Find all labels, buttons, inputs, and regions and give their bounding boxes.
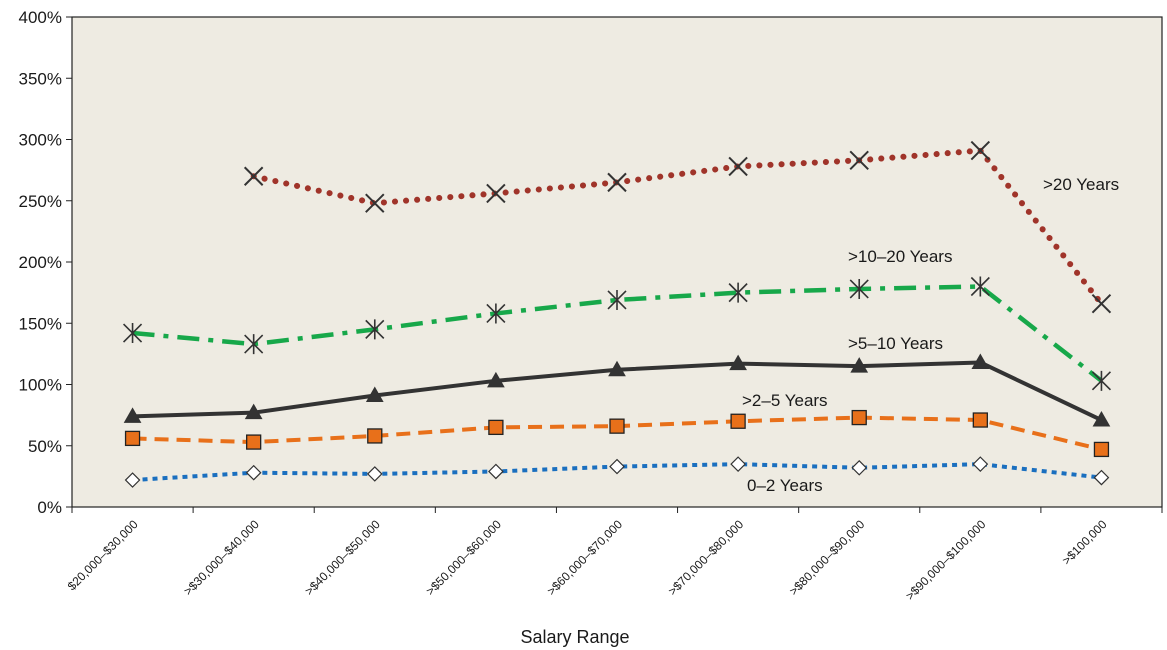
data-point (972, 412, 988, 428)
data-point (367, 428, 383, 444)
data-point (244, 403, 263, 420)
series-label: >20 Years (1043, 175, 1119, 194)
data-point (245, 464, 262, 481)
y-tick-label: 200% (19, 253, 62, 272)
data-point (1093, 469, 1110, 486)
data-point (488, 463, 504, 480)
x-tick-label: >$80,000–$90,000 (786, 517, 867, 598)
data-point (365, 386, 384, 403)
series (123, 353, 1111, 427)
data-point (488, 419, 504, 436)
data-point (970, 140, 991, 161)
x-tick-label: $20,000–$30,000 (65, 517, 141, 593)
data-point (366, 466, 383, 482)
y-tick-label: 100% (19, 376, 62, 395)
x-axis-title: Salary Range (520, 627, 629, 647)
data-point (730, 413, 746, 429)
series (124, 456, 1110, 488)
data-point (1091, 370, 1112, 391)
data-point (1091, 293, 1112, 314)
data-point (608, 360, 626, 377)
data-point (728, 282, 748, 303)
data-point (486, 303, 506, 324)
series-line (250, 147, 1105, 307)
y-tick-label: 300% (19, 131, 62, 150)
x-tick-label: >$100,000 (1059, 517, 1109, 567)
data-point (970, 276, 990, 297)
data-point (487, 371, 505, 388)
data-point (850, 357, 869, 373)
series (122, 276, 1112, 391)
y-tick-label: 250% (19, 192, 62, 211)
y-tick-label: 400% (19, 8, 62, 27)
data-point (124, 472, 141, 488)
data-point (1092, 411, 1111, 427)
data-point (365, 319, 385, 340)
data-point (486, 183, 506, 204)
data-point (122, 323, 143, 344)
x-tick-label: >$70,000–$80,000 (665, 517, 746, 598)
data-point (243, 166, 264, 186)
data-point (609, 418, 625, 434)
data-point (123, 407, 142, 423)
data-point (607, 172, 627, 193)
data-point (365, 193, 385, 213)
data-point (730, 456, 746, 472)
series (243, 140, 1112, 314)
data-point (1093, 441, 1110, 458)
x-tick-label: >$30,000–$40,000 (181, 517, 262, 598)
x-tick-label: >$60,000–$70,000 (544, 517, 625, 598)
data-point (728, 156, 748, 177)
x-tick-label: >$40,000–$50,000 (302, 517, 383, 598)
data-point (971, 353, 990, 369)
data-point (849, 150, 869, 171)
y-tick-label: 50% (28, 437, 62, 456)
data-point (851, 409, 867, 426)
data-point (972, 456, 989, 472)
series-layer (122, 140, 1112, 488)
series-label: >5–10 Years (848, 334, 943, 353)
y-tick-label: 350% (19, 69, 62, 88)
data-point (729, 354, 747, 371)
data-point (244, 334, 264, 355)
x-tick-label: >$50,000–$60,000 (423, 517, 504, 598)
data-point (849, 278, 869, 299)
series-labels: 0–2 Years >2–5 Years >5–10 Years >10–20 Yea… (742, 175, 1119, 495)
series-label: >2–5 Years (742, 391, 828, 410)
series-label: >10–20 Years (848, 247, 952, 266)
x-axis: $20,000–$30,000 >$30,000–$40,000 >$40,000–… (65, 507, 1163, 603)
data-point (246, 434, 262, 450)
data-point (124, 430, 141, 447)
y-axis: 0% 50% 100% 150% 200% 250% 300% 350% 400% (19, 8, 72, 517)
series (124, 409, 1110, 458)
x-tick-label: >$90,000–$100,000 (903, 517, 989, 603)
series-label: 0–2 Years (747, 476, 823, 495)
data-point (609, 458, 625, 475)
data-point (851, 459, 868, 476)
y-tick-label: 0% (37, 498, 62, 517)
series-line (132, 284, 1103, 383)
data-point (607, 289, 627, 310)
y-tick-label: 150% (19, 314, 62, 333)
